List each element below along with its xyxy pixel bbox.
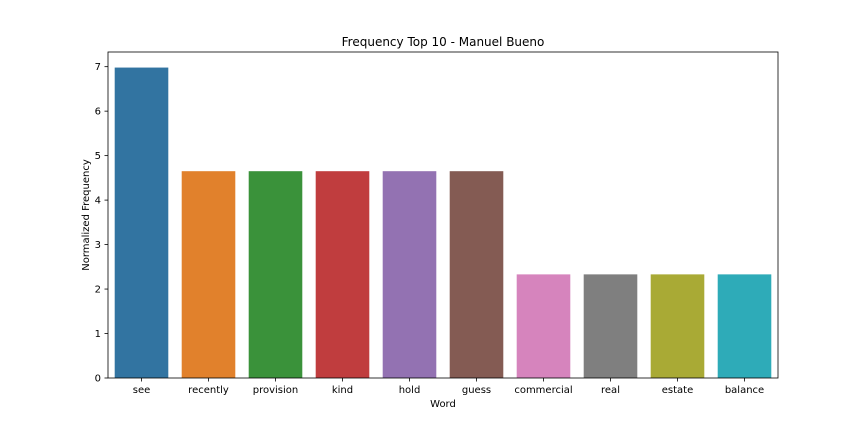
x-tick-label: real bbox=[601, 385, 620, 396]
y-axis: 0 1 2 3 4 5 6 7 bbox=[95, 62, 108, 385]
bar-balance bbox=[717, 274, 772, 378]
x-tick-label: provision bbox=[253, 385, 299, 396]
plot-frame bbox=[107, 51, 779, 379]
x-axis-label: Word bbox=[430, 399, 456, 410]
chart-title: Frequency Top 10 - Manuel Bueno bbox=[342, 35, 545, 49]
bar-provision bbox=[248, 171, 303, 378]
x-tick-label: commercial bbox=[514, 385, 572, 396]
x-tick-label: estate bbox=[662, 385, 693, 396]
bar-real bbox=[583, 274, 638, 378]
y-axis-label: Normalized Frequency bbox=[81, 159, 92, 271]
bar-hold bbox=[382, 171, 437, 378]
bar-guess bbox=[449, 171, 504, 378]
x-tick-label: hold bbox=[399, 385, 421, 396]
y-tick-label: 3 bbox=[95, 240, 101, 251]
bars-group bbox=[114, 67, 772, 379]
bar-estate bbox=[650, 274, 705, 378]
x-tick-label: kind bbox=[332, 385, 353, 396]
y-tick-label: 2 bbox=[95, 285, 101, 296]
bar-see bbox=[114, 67, 169, 379]
bar-recently bbox=[181, 171, 236, 378]
y-tick-label: 6 bbox=[95, 107, 101, 118]
x-axis: see recently provision kind hold guess commerc… bbox=[133, 378, 764, 396]
bar-kind bbox=[315, 171, 370, 378]
y-tick-label: 5 bbox=[95, 151, 101, 162]
bar-commercial bbox=[516, 274, 571, 378]
y-tick-label: 7 bbox=[95, 62, 101, 73]
x-tick-label: see bbox=[133, 385, 151, 396]
x-tick-label: balance bbox=[725, 385, 764, 396]
y-tick-label: 0 bbox=[95, 374, 101, 385]
x-tick-label: guess bbox=[462, 385, 491, 396]
x-tick-label: recently bbox=[188, 385, 229, 396]
y-tick-label: 4 bbox=[95, 196, 101, 207]
y-tick-label: 1 bbox=[95, 329, 101, 340]
